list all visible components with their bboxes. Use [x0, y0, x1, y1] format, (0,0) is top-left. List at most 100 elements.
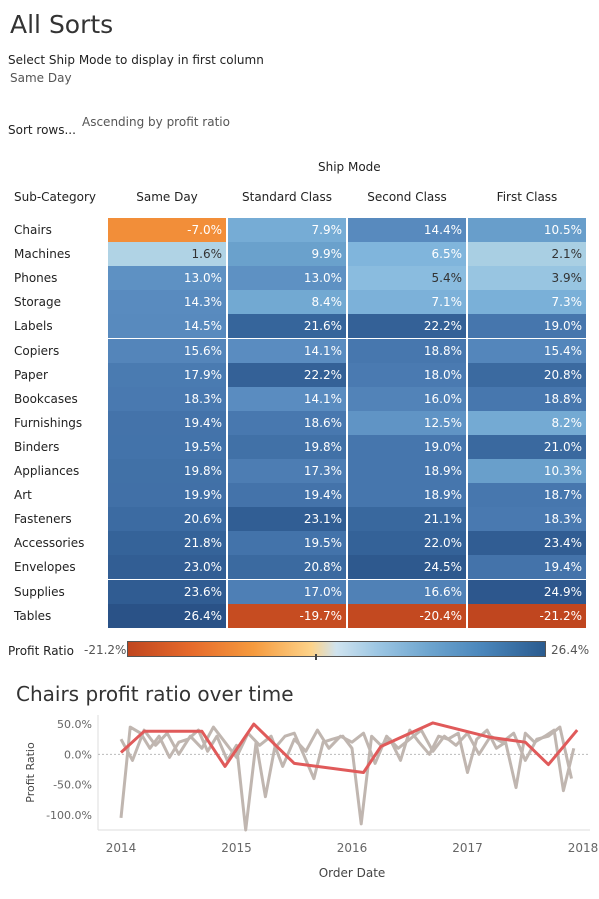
heatmap-cell[interactable]: 19.9% [108, 483, 227, 507]
heatmap-cell[interactable]: 17.9% [108, 363, 227, 387]
heatmap-cell[interactable]: 18.9% [348, 483, 467, 507]
row-label[interactable]: Storage [14, 295, 61, 309]
row-label[interactable]: Phones [14, 271, 57, 285]
heatmap-cell[interactable]: 7.3% [468, 290, 587, 314]
row-label[interactable]: Art [14, 488, 32, 502]
heatmap-cell[interactable]: -19.7% [228, 604, 347, 628]
row-label[interactable]: Paper [14, 368, 48, 382]
heatmap-cell[interactable]: 12.5% [348, 411, 467, 435]
heatmap-cell[interactable]: 21.1% [348, 507, 467, 531]
heatmap-cell[interactable]: 14.3% [108, 290, 227, 314]
heatmap-cell[interactable]: 5.4% [348, 266, 467, 290]
heatmap-cell[interactable]: 23.4% [468, 531, 587, 555]
heatmap-cell[interactable]: 19.4% [108, 411, 227, 435]
background-series-line[interactable] [121, 727, 574, 830]
chairs-profit-line-chart: 50.0% 0.0% -50.0% -100.0% 2014 2015 2016 2017 20… [0, 700, 599, 895]
color-legend-bar [127, 641, 546, 657]
heatmap-cell[interactable]: 18.8% [348, 339, 467, 363]
heatmap-cell[interactable]: 18.3% [108, 387, 227, 411]
heatmap-cell[interactable]: 22.0% [348, 531, 467, 555]
row-label[interactable]: Envelopes [14, 560, 76, 574]
heatmap-cell[interactable]: 23.0% [108, 555, 227, 579]
row-label[interactable]: Labels [14, 319, 53, 333]
heatmap-cell[interactable]: 16.6% [348, 580, 467, 604]
heatmap-cell[interactable]: 16.0% [348, 387, 467, 411]
row-label[interactable]: Chairs [14, 223, 52, 237]
heatmap-cell[interactable]: 21.6% [228, 314, 347, 338]
heatmap-cell[interactable]: 1.6% [108, 242, 227, 266]
heatmap-cell[interactable]: 14.1% [228, 339, 347, 363]
heatmap-cell[interactable]: 20.6% [108, 507, 227, 531]
heatmap-cell[interactable]: 19.4% [228, 483, 347, 507]
heatmap-cell[interactable]: 19.8% [108, 459, 227, 483]
heatmap-cell[interactable]: 13.0% [108, 266, 227, 290]
row-label[interactable]: Binders [14, 440, 59, 454]
heatmap-cell[interactable]: 18.0% [348, 363, 467, 387]
heatmap-cell[interactable]: 19.4% [468, 555, 587, 579]
heatmap-cell[interactable]: 17.3% [228, 459, 347, 483]
heatmap-cell[interactable]: 19.5% [108, 435, 227, 459]
heatmap-cell[interactable]: 24.5% [348, 555, 467, 579]
heatmap-cell[interactable]: 22.2% [228, 363, 347, 387]
heatmap-cell[interactable]: 24.9% [468, 580, 587, 604]
heatmap-cell[interactable]: 21.0% [468, 435, 587, 459]
heatmap-row: Labels 14.5% 21.6% 22.2% 19.0% [0, 314, 599, 338]
heatmap-cell[interactable]: 18.3% [468, 507, 587, 531]
ship-mode-parameter-dropdown[interactable]: Same Day [10, 71, 72, 85]
heatmap-cell[interactable]: 14.5% [108, 314, 227, 338]
column-header-second-class[interactable]: Second Class [348, 190, 466, 204]
heatmap-cell[interactable]: 19.5% [228, 531, 347, 555]
heatmap-row: Chairs -7.0% 7.9% 14.4% 10.5% [0, 218, 599, 242]
y-tick-label: 0.0% [64, 748, 92, 761]
heatmap-cell[interactable]: 8.2% [468, 411, 587, 435]
heatmap-cell[interactable]: 13.0% [228, 266, 347, 290]
heatmap-cell[interactable]: 9.9% [228, 242, 347, 266]
row-label[interactable]: Bookcases [14, 392, 78, 406]
row-label[interactable]: Accessories [14, 536, 84, 550]
heatmap-cell[interactable]: 20.8% [228, 555, 347, 579]
row-label[interactable]: Furnishings [14, 416, 82, 430]
heatmap-cell[interactable]: 3.9% [468, 266, 587, 290]
highlighted-series-line[interactable] [121, 723, 577, 773]
heatmap-cell[interactable]: 10.5% [468, 218, 587, 242]
heatmap-cell[interactable]: 23.6% [108, 580, 227, 604]
heatmap-cell[interactable]: 20.8% [468, 363, 587, 387]
heatmap-cell[interactable]: 23.1% [228, 507, 347, 531]
row-label[interactable]: Appliances [14, 464, 79, 478]
heatmap-cell[interactable]: 18.7% [468, 483, 587, 507]
row-label[interactable]: Fasteners [14, 512, 72, 526]
column-header-same-day[interactable]: Same Day [108, 190, 226, 204]
heatmap-cell[interactable]: 21.8% [108, 531, 227, 555]
heatmap-cell[interactable]: 2.1% [468, 242, 587, 266]
heatmap-cell[interactable]: 17.0% [228, 580, 347, 604]
sub-category-header: Sub-Category [14, 190, 96, 204]
column-header-standard-class[interactable]: Standard Class [228, 190, 346, 204]
heatmap-cell[interactable]: 22.2% [348, 314, 467, 338]
heatmap-cell[interactable]: 26.4% [108, 604, 227, 628]
heatmap-cell[interactable]: 7.1% [348, 290, 467, 314]
heatmap-cell[interactable]: 18.8% [468, 387, 587, 411]
heatmap-cell[interactable]: 18.9% [348, 459, 467, 483]
heatmap-cell[interactable]: 15.4% [468, 339, 587, 363]
heatmap-cell[interactable]: 19.0% [468, 314, 587, 338]
heatmap-cell[interactable]: 14.4% [348, 218, 467, 242]
row-label[interactable]: Copiers [14, 344, 59, 358]
heatmap-cell[interactable]: 10.3% [468, 459, 587, 483]
row-label[interactable]: Tables [14, 609, 51, 623]
heatmap-cell[interactable]: 19.0% [348, 435, 467, 459]
column-header-first-class[interactable]: First Class [468, 190, 586, 204]
heatmap-cell[interactable]: 15.6% [108, 339, 227, 363]
heatmap-cell[interactable]: -7.0% [108, 218, 227, 242]
heatmap-cell[interactable]: 19.8% [228, 435, 347, 459]
heatmap-cell[interactable]: -20.4% [348, 604, 467, 628]
heatmap-cell[interactable]: 7.9% [228, 218, 347, 242]
heatmap-cell[interactable]: 8.4% [228, 290, 347, 314]
heatmap-cell[interactable]: -21.2% [468, 604, 587, 628]
heatmap-cell[interactable]: 14.1% [228, 387, 347, 411]
row-label[interactable]: Supplies [14, 585, 65, 599]
heatmap-cell[interactable]: 18.6% [228, 411, 347, 435]
legend-max-value: 26.4% [551, 643, 589, 657]
heatmap-cell[interactable]: 6.5% [348, 242, 467, 266]
sort-rows-dropdown[interactable]: Ascending by profit ratio [82, 115, 230, 129]
row-label[interactable]: Machines [14, 247, 70, 261]
